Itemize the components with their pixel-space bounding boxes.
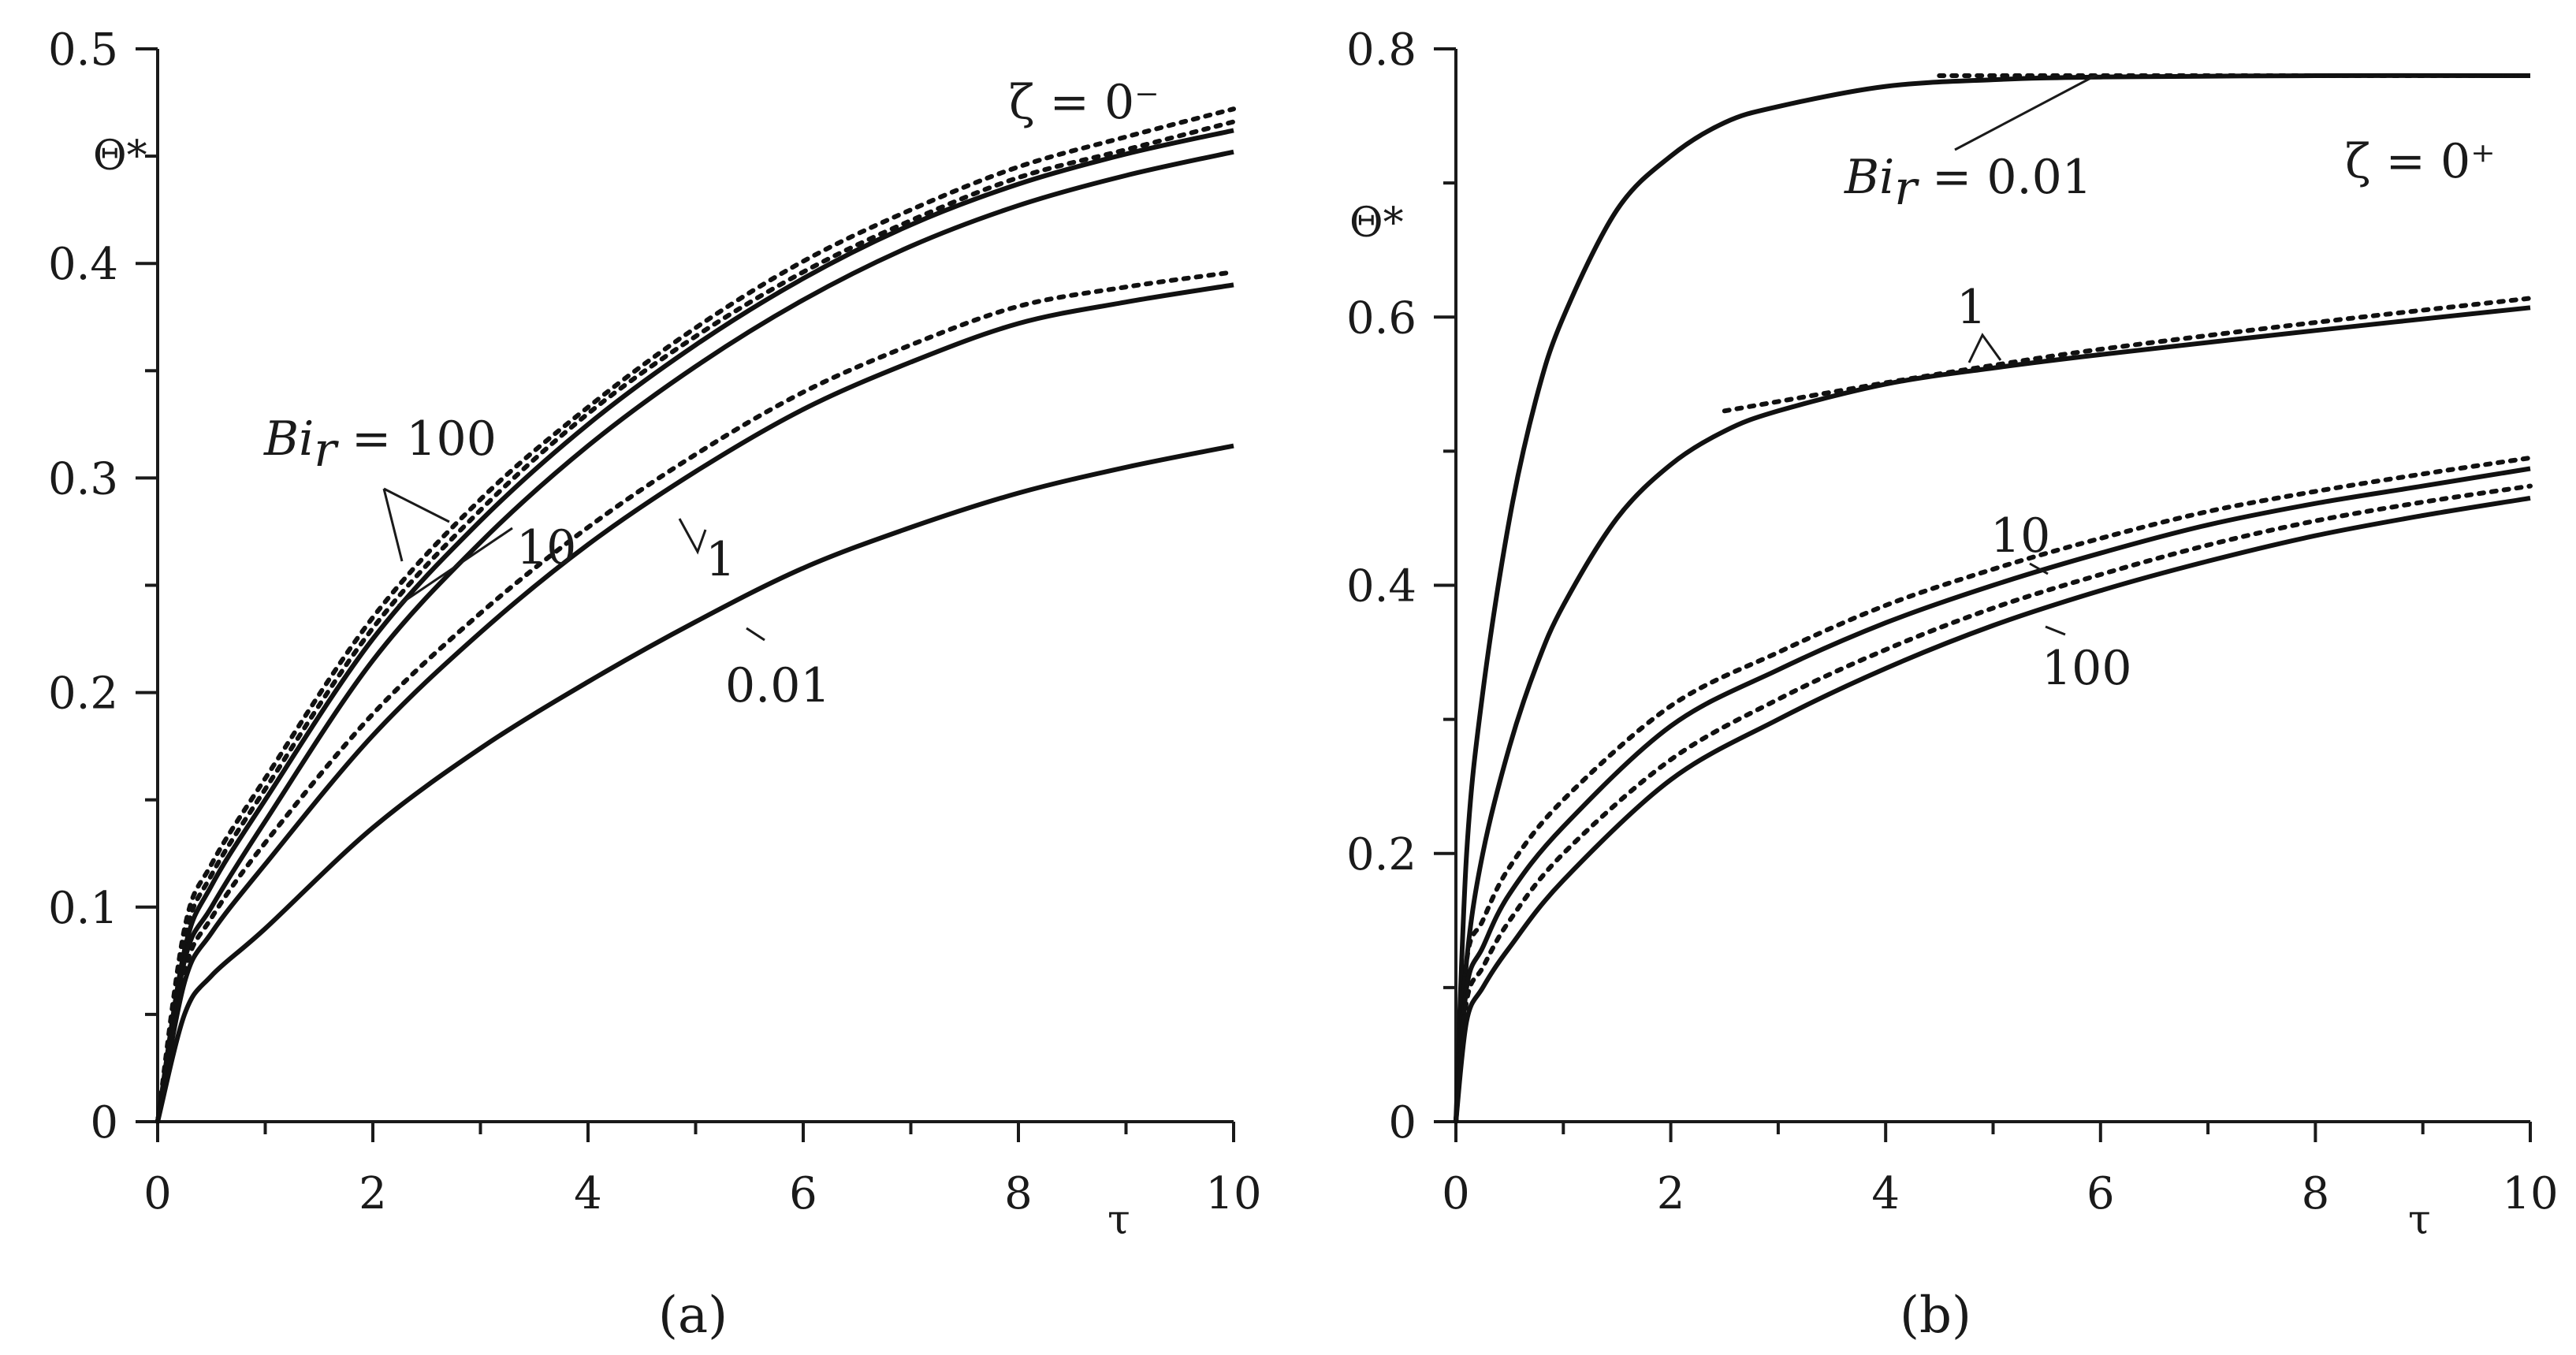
y-tick-label: 0.2: [1346, 829, 1416, 880]
series-line-6: [1454, 483, 2533, 1124]
zeta-label: ζ = 0⁺: [2345, 134, 2496, 189]
x-tick-label: 2: [359, 1168, 387, 1219]
series-line-4: [1454, 455, 2533, 1124]
y-tick-label: 0.4: [1346, 561, 1416, 612]
y-tick-label: 0: [1388, 1097, 1416, 1148]
annotation-bi-value: = 0.01: [1917, 150, 2092, 205]
x-tick-label: 0: [143, 1168, 172, 1219]
annotation-10: 10: [516, 520, 576, 575]
y-tick-label: 0.2: [48, 668, 118, 720]
leader-1: [678, 518, 707, 555]
annotation-bi-0-01: Bir = 0.01: [1844, 150, 2092, 216]
series-line-2: [155, 119, 1236, 1124]
leader-100: [2045, 625, 2066, 636]
panel-label-b: (b): [1900, 1286, 1971, 1345]
series-line-3: [155, 149, 1234, 1122]
y-tick-label: 0.8: [1346, 24, 1416, 76]
annotation-10: 10: [1990, 508, 2050, 564]
leader-1: [1967, 333, 2002, 363]
x-tick-label: 4: [574, 1168, 602, 1219]
annotation-bi-sub: r: [1894, 161, 1919, 216]
series-line-5: [155, 282, 1234, 1122]
y-axis-label: Θ*: [1349, 199, 1404, 247]
annotation-bi-symbol: Bi: [1844, 150, 1894, 205]
x-tick-label: 2: [1657, 1168, 1685, 1219]
series-line-7: [1454, 495, 2531, 1122]
series-line-0: [155, 106, 1236, 1124]
series-line-6: [155, 443, 1234, 1122]
x-tick-label: 4: [1871, 1168, 1900, 1219]
x-tick-label: 6: [2086, 1168, 2115, 1219]
zeta-label: ζ = 0⁻: [1009, 75, 1160, 130]
x-axis-label: τ: [1107, 1197, 1130, 1244]
series-line-5: [1454, 466, 2531, 1122]
curves: [1454, 73, 2533, 1124]
x-tick-label: 10: [1205, 1168, 1261, 1219]
series-line-1: [155, 128, 1234, 1122]
leader-0-01: [746, 627, 765, 642]
annotation-bi-symbol: Bi: [263, 411, 314, 467]
y-tick-label: 0.5: [48, 24, 118, 76]
leader-bi-100: [382, 487, 450, 562]
annotation-bi-100: Bir = 100: [263, 411, 497, 478]
series-line-3: [1722, 296, 2533, 414]
annotation-1: 1: [705, 532, 735, 587]
x-axis-label: τ: [2408, 1197, 2431, 1244]
curves: [155, 106, 1236, 1124]
chart-panel-a: 0 2 4 6 8 10 0 0.1 0.2 0.3 0.4 0.5 Θ* τ ζ = 0⁻ Bir …: [48, 24, 1262, 1345]
panel-label-a: (a): [658, 1286, 728, 1345]
x-tick-label: 6: [789, 1168, 817, 1219]
y-tick-label: 0.1: [48, 883, 118, 934]
annotation-bi-sub: r: [314, 423, 339, 478]
annotation-bi-value: = 100: [337, 411, 497, 467]
x-tick-label: 10: [2502, 1168, 2558, 1219]
leader-bi-0-01: [1954, 73, 2098, 151]
annotation-1: 1: [1956, 280, 1986, 335]
series-line-2: [1454, 305, 2531, 1122]
y-tick-label: 0: [90, 1097, 118, 1148]
series-line-4: [155, 270, 1236, 1124]
annotation-100: 100: [2042, 641, 2132, 696]
x-tick-label: 8: [1004, 1168, 1033, 1219]
y-tick-label: 0.6: [1346, 292, 1416, 344]
y-tick-label: 0.4: [48, 239, 118, 290]
annotation-0-01: 0.01: [725, 658, 831, 713]
x-tick-label: 0: [1442, 1168, 1470, 1219]
axis-ticks: 0 2 4 6 8 10 0 0.1 0.2 0.3 0.4 0.5: [48, 24, 1262, 1219]
y-tick-label: 0.3: [48, 453, 118, 504]
leader-10: [397, 527, 513, 607]
x-tick-label: 8: [2302, 1168, 2330, 1219]
y-axis-label: Θ*: [93, 132, 147, 180]
leader-10: [2029, 562, 2049, 575]
